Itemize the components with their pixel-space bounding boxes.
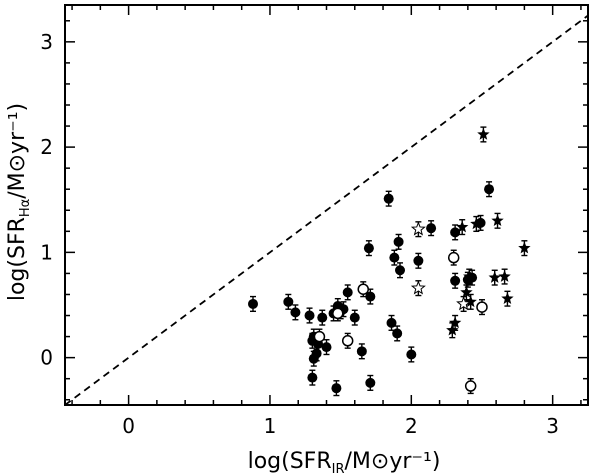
data-point-filled-circle xyxy=(389,252,400,263)
data-point-filled-circle xyxy=(307,372,318,383)
data-point-filled-star xyxy=(446,323,459,336)
data-point-open-circle xyxy=(447,251,460,264)
data-point-filled-circle xyxy=(311,348,322,359)
data-point-filled-circle xyxy=(356,346,367,357)
data-point-filled-circle xyxy=(363,243,374,254)
data-point-filled-circle xyxy=(383,193,394,204)
data-point-filled-star xyxy=(463,270,476,282)
data-point-filled-star xyxy=(491,214,504,227)
data-point-filled-star xyxy=(488,271,501,283)
data-point-filled-circle xyxy=(342,287,353,298)
data-points xyxy=(247,126,531,397)
one-to-one-line xyxy=(65,14,588,405)
data-point-open-star xyxy=(456,296,472,311)
data-point-filled-circle xyxy=(450,275,461,286)
data-point-filled-circle xyxy=(331,383,342,394)
x-axis-label: log(SFRIR/M⊙yr⁻¹) xyxy=(248,449,441,476)
data-point-filled-star xyxy=(464,295,477,308)
data-point-open-circle xyxy=(357,283,370,295)
reference-line-layer xyxy=(65,14,588,405)
x-tick-label: 1 xyxy=(264,414,277,438)
x-tick-label: 3 xyxy=(546,414,559,438)
data-point-filled-star xyxy=(518,241,531,254)
data-point-filled-circle xyxy=(317,312,328,323)
data-point-filled-circle xyxy=(393,236,404,247)
data-point-filled-circle xyxy=(406,349,417,360)
data-point-filled-circle xyxy=(247,298,258,309)
data-point-filled-circle xyxy=(283,296,294,307)
data-point-filled-circle xyxy=(304,310,315,321)
data-point-filled-circle xyxy=(290,307,301,318)
x-tick-label: 0 xyxy=(122,414,135,438)
data-point-open-circle xyxy=(476,301,488,313)
data-point-open-circle xyxy=(341,335,354,347)
y-tick-label: 0 xyxy=(40,346,53,370)
data-point-filled-circle xyxy=(349,312,360,323)
data-point-open-star xyxy=(410,280,426,295)
y-tick-label: 3 xyxy=(40,30,53,54)
data-point-filled-star xyxy=(470,217,483,230)
data-point-open-star xyxy=(410,221,426,236)
data-point-filled-circle xyxy=(365,291,376,302)
data-point-filled-circle xyxy=(365,377,376,388)
data-point-open-circle xyxy=(332,307,344,320)
y-tick-label: 1 xyxy=(40,240,53,264)
data-point-filled-circle xyxy=(386,317,397,328)
data-point-filled-circle xyxy=(395,265,406,276)
data-point-filled-circle xyxy=(392,328,403,339)
data-point-filled-star xyxy=(498,270,511,282)
data-point-open-circle xyxy=(313,330,326,343)
data-point-filled-circle xyxy=(321,342,332,353)
data-point-filled-star xyxy=(501,292,514,304)
data-point-filled-star xyxy=(477,127,490,140)
data-point-filled-circle xyxy=(484,184,495,195)
ticks: 0 1 2 3 0 1 2 3 xyxy=(40,5,588,438)
y-tick-label: 2 xyxy=(40,135,53,159)
data-point-filled-star xyxy=(456,220,469,233)
data-point-filled-circle xyxy=(413,255,424,266)
data-point-filled-circle xyxy=(426,223,437,234)
data-point-filled-star xyxy=(460,285,473,298)
y-axis-label: log(SFRHα/M⊙yr⁻¹) xyxy=(5,103,33,301)
data-point-open-circle xyxy=(464,380,477,392)
data-point-filled-circle xyxy=(450,227,461,238)
x-tick-label: 2 xyxy=(405,414,418,438)
